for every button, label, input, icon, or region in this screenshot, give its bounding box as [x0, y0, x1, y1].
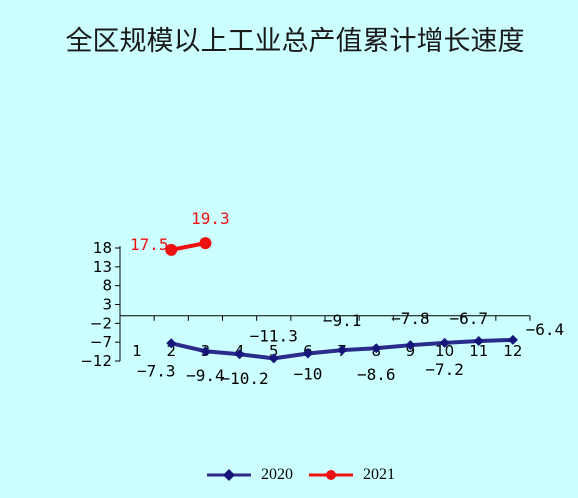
legend-marker-2020 — [207, 469, 251, 481]
legend-label-2021: 2021 — [363, 466, 395, 483]
data-label-2020: −7.8 — [391, 309, 430, 328]
data-point-2020 — [166, 338, 177, 349]
data-label-2020: −8.6 — [357, 365, 396, 384]
data-labels: −7.3 −9.4−10.2 −11.3 −10 −9.1 −8.6 −7.8 −7.2 −6.… — [130, 209, 564, 388]
y-tick-label: 8 — [102, 277, 112, 295]
data-point-2020 — [405, 340, 416, 351]
data-label-2021: 19.3 — [191, 209, 230, 228]
data-point-2021 — [165, 243, 178, 256]
data-point-2020 — [234, 349, 245, 360]
chart-title: 全区规模以上工业总产值累计增长速度 — [65, 26, 525, 57]
series-layer — [165, 237, 518, 364]
x-tick-label: 11 — [469, 342, 488, 360]
x-tick-label: 2 — [166, 342, 176, 360]
x-tick-label: 10 — [435, 342, 454, 360]
data-label-2020: −9.4 — [186, 366, 225, 385]
x-tick-label: 9 — [406, 342, 416, 360]
data-point-2020 — [473, 336, 484, 347]
data-point-2020 — [507, 334, 518, 345]
data-point-2020 — [371, 343, 382, 354]
x-tick-label: 12 — [503, 342, 522, 360]
x-tick-label: 5 — [269, 342, 279, 360]
data-point-2020 — [337, 345, 348, 356]
data-point-2020 — [439, 337, 450, 348]
data-label-2020: −6.7 — [449, 309, 488, 328]
data-point-2020 — [268, 353, 279, 364]
y-tick-label: −2 — [90, 314, 112, 332]
x-tick-label: 1 — [132, 342, 142, 360]
legend: 2020 2021 — [205, 462, 395, 488]
y-tick-label: 13 — [93, 258, 112, 276]
data-label-2021: 17.5 — [130, 235, 169, 254]
legend-item-2021: 2021 — [307, 466, 395, 484]
data-label-2020: −10.2 — [220, 369, 268, 388]
data-point-2020 — [200, 346, 211, 357]
legend-label-2020: 2020 — [261, 466, 293, 483]
data-point-2020 — [302, 348, 313, 359]
y-tick-label: −12 — [80, 352, 112, 370]
y-tick-label: 3 — [102, 296, 112, 314]
data-label-2020: −11.3 — [250, 326, 298, 345]
data-label-2020: −7.2 — [425, 360, 464, 379]
legend-marker-2021 — [309, 470, 353, 480]
y-tick-label: 18 — [93, 239, 112, 257]
y-tick-label: −7 — [90, 333, 112, 351]
legend-item-2020: 2020 — [205, 466, 293, 484]
data-label-2020: −9.1 — [323, 311, 362, 330]
data-point-2021 — [199, 237, 212, 250]
data-label-2020: −10 — [293, 364, 322, 383]
data-label-2020: −6.4 — [526, 320, 565, 339]
data-label-2020: −7.3 — [137, 361, 176, 380]
